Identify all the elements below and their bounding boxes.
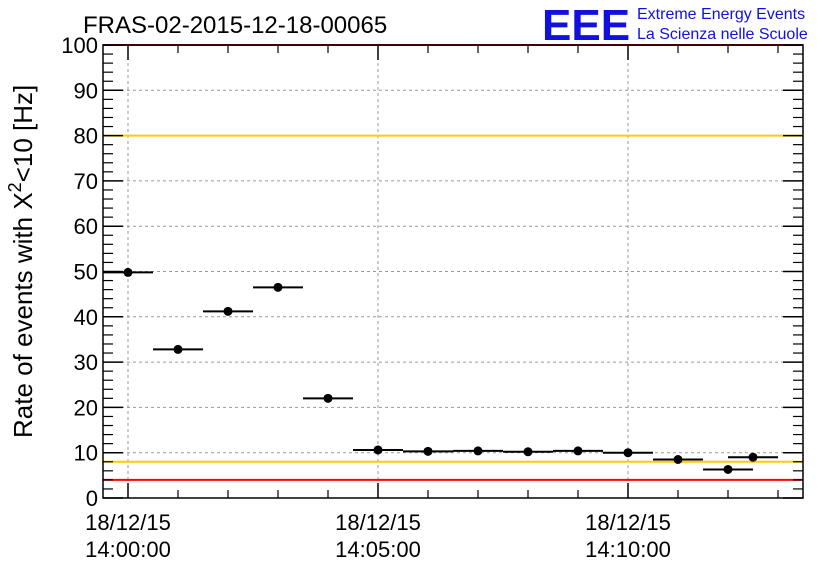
x-tick-time: 14:05:00 (335, 537, 421, 562)
data-point (523, 447, 533, 457)
data-point (573, 446, 583, 456)
x-tick-date: 18/12/15 (585, 510, 671, 535)
y-axis-title-superscript: 2 (5, 182, 25, 192)
data-point (673, 454, 683, 464)
y-axis-title: Rate of events with X2<10 [Hz] (5, 85, 38, 438)
chart-title: FRAS-02-2015-12-18-00065 (83, 12, 387, 39)
data-point (723, 464, 733, 474)
y-axis-title-tail: <10 [Hz] (8, 85, 38, 183)
eee-logo: EEE Extreme Energy Events La Scienza nel… (542, 1, 808, 50)
y-tick-label: 30 (74, 350, 98, 375)
y-tick-label: 10 (74, 441, 98, 466)
y-tick-label: 90 (74, 78, 98, 103)
y-tick-label: 70 (74, 169, 98, 194)
y-tick-label: 60 (74, 214, 98, 239)
data-point (423, 446, 433, 456)
x-tick-date: 18/12/15 (335, 510, 421, 535)
y-tick-label: 20 (74, 395, 98, 420)
data-point (123, 267, 133, 277)
y-tick-label: 0 (86, 486, 98, 511)
logo-mark: EEE (542, 1, 630, 50)
logo-line-2: La Scienza nelle Scuole (637, 26, 808, 43)
y-tick-label: 50 (74, 260, 98, 285)
data-point (748, 452, 758, 462)
data-point (623, 448, 633, 458)
x-tick-labels: 18/12/1514:00:0018/12/1514:05:0018/12/15… (85, 510, 671, 562)
data-point (273, 282, 283, 292)
axis-ticks (103, 44, 803, 499)
y-tick-labels: 0 10 20 30 40 50 60 70 80 90 100 (61, 33, 98, 511)
x-tick-time: 14:10:00 (585, 537, 671, 562)
data-points (103, 267, 778, 474)
data-point (173, 344, 183, 354)
data-point (373, 445, 383, 455)
y-tick-label: 40 (74, 305, 98, 330)
x-tick-time: 14:00:00 (85, 537, 171, 562)
y-axis-title-main: Rate of events with X (8, 192, 38, 438)
grid (103, 45, 803, 498)
logo-line-1: Extreme Energy Events (637, 6, 805, 23)
y-tick-label: 100 (61, 33, 98, 58)
data-point (473, 446, 483, 456)
y-tick-label: 80 (74, 124, 98, 149)
data-point (223, 306, 233, 316)
x-tick-date: 18/12/15 (85, 510, 171, 535)
data-point (323, 393, 333, 403)
